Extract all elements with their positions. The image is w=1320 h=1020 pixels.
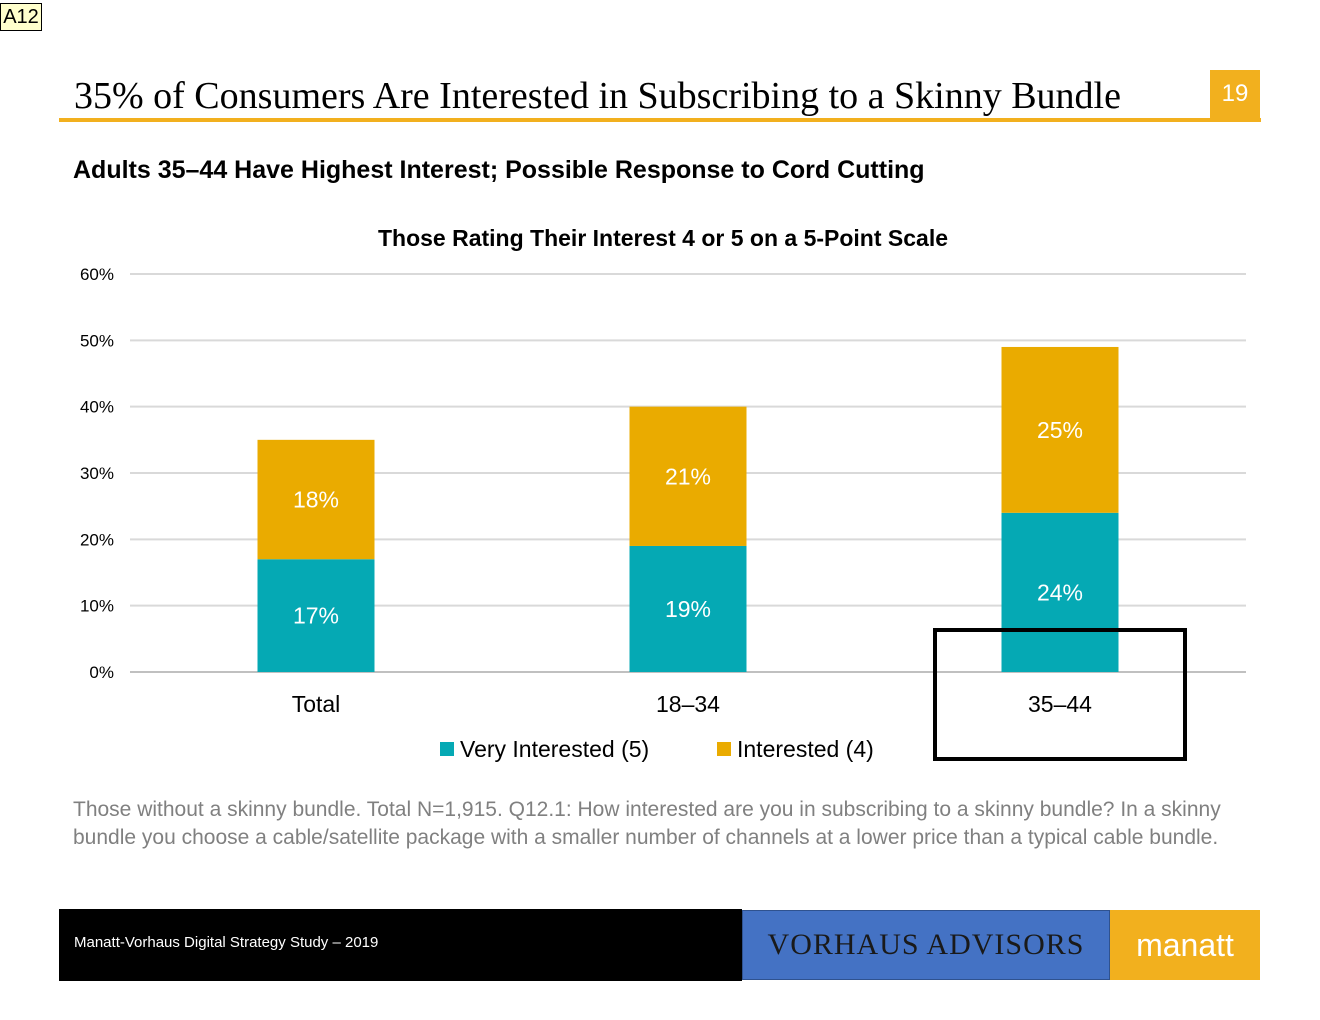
x-tick-label: 35–44: [1028, 691, 1092, 717]
y-tick-label: 20%: [80, 530, 114, 549]
y-tick-label: 40%: [80, 398, 114, 417]
bar-segment: [629, 406, 747, 546]
legend-swatch: [717, 742, 731, 756]
bar-segment: [257, 439, 375, 560]
y-tick-label: 50%: [80, 331, 114, 350]
highlight-box-35-44: [933, 628, 1187, 761]
y-tick-label: 30%: [80, 464, 114, 483]
data-label: 17%: [293, 603, 339, 629]
page-title: 35% of Consumers Are Interested in Subsc…: [74, 75, 1121, 117]
data-label: 21%: [665, 463, 711, 489]
manatt-logo-text: manatt: [1136, 926, 1234, 963]
legend-label: Interested (4): [737, 736, 874, 762]
vorhaus-logo: VORHAUS ADVISORS: [742, 910, 1110, 980]
y-tick-label: 0%: [89, 663, 114, 682]
data-label: 24%: [1037, 579, 1083, 605]
data-label: 19%: [665, 596, 711, 622]
legend-label: Very Interested (5): [460, 736, 649, 762]
manatt-logo: manatt: [1110, 910, 1260, 980]
title-underline: [59, 118, 1261, 122]
y-tick-label: 60%: [80, 265, 114, 284]
vorhaus-logo-text: VORHAUS ADVISORS: [767, 928, 1085, 961]
slide-tag: A12: [0, 3, 42, 31]
chart-title: Those Rating Their Interest 4 or 5 on a …: [378, 225, 948, 251]
data-label: 18%: [293, 487, 339, 513]
footer-bar: [59, 909, 742, 981]
page-number: 19: [1210, 70, 1260, 122]
bar-segment: [629, 545, 747, 672]
footer-study-label: Manatt-Vorhaus Digital Strategy Study – …: [74, 934, 379, 951]
y-tick-label: 10%: [80, 597, 114, 616]
stacked-bar-chart: Those Rating Their Interest 4 or 5 on a …: [80, 225, 1246, 762]
x-tick-label: 18–34: [656, 691, 720, 717]
legend-swatch: [440, 742, 454, 756]
slide-subtitle: Adults 35–44 Have Highest Interest; Poss…: [73, 156, 925, 184]
x-tick-label: Total: [292, 691, 341, 717]
bar-segment: [1001, 512, 1119, 672]
bar-segment: [257, 559, 375, 672]
bar-segment: [1001, 346, 1119, 513]
data-label: 25%: [1037, 417, 1083, 443]
footnote: Those without a skinny bundle. Total N=1…: [73, 798, 1221, 849]
